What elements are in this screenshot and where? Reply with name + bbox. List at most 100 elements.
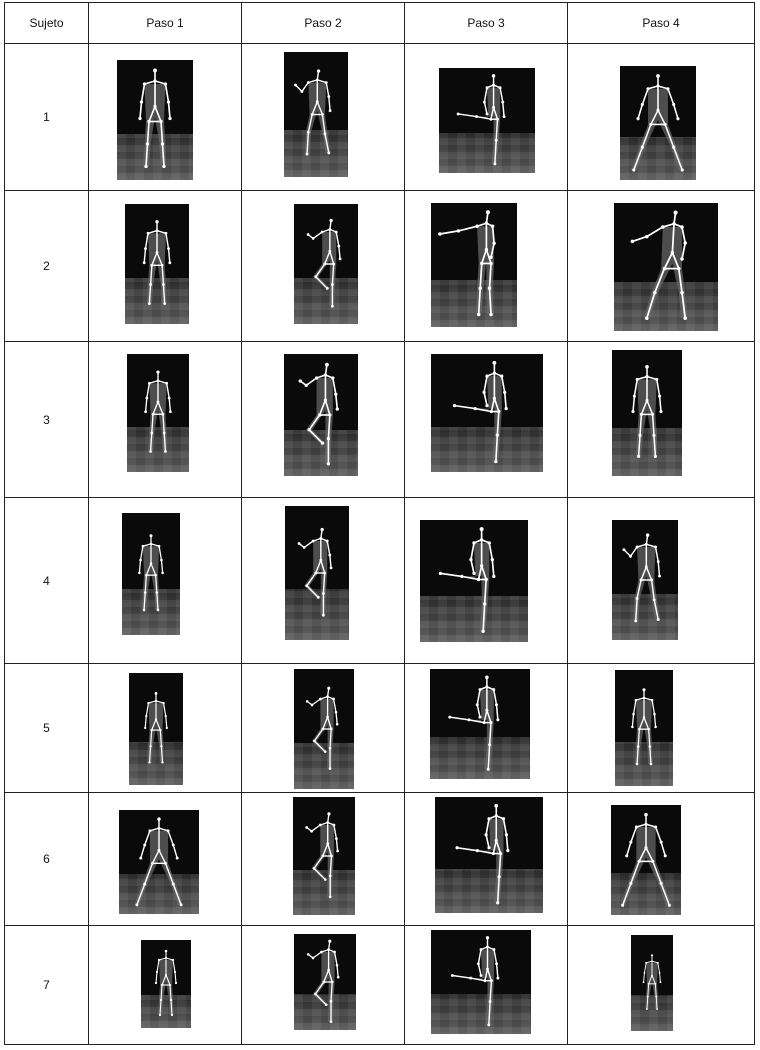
skeleton-joint [680,290,684,295]
skeleton-joint [656,1008,658,1010]
skeleton-joint [324,81,328,84]
point-cloud-silhouette [449,949,494,1025]
skeleton-joint [492,688,496,692]
skeleton-joint [649,122,653,126]
skeleton-joint [161,283,165,286]
skeleton-joint [297,542,301,545]
skeleton-joint [164,450,167,453]
skeleton-joint [153,79,157,83]
skeleton-bone [317,79,327,84]
checkered-floor [612,594,678,640]
skeleton-joint [320,230,324,234]
skeleton-figure [134,817,184,907]
skeleton-joint [314,275,318,279]
skeleton-joint [496,718,500,722]
skeleton-joint [647,982,650,985]
skeleton-joint [654,725,657,729]
skeleton-joint [320,527,324,532]
table-row: 4 [4,497,755,664]
skeleton-bone [480,249,488,264]
skeleton-bone [146,383,150,399]
skeleton-joint [659,840,663,844]
skeleton-bone [490,107,495,120]
skeleton-bone [621,883,632,906]
skeleton-bone [330,981,333,1002]
skeleton-bone [632,700,637,715]
skeleton-bone [483,579,488,604]
skeleton-joint [496,117,499,121]
skeleton-joint [622,548,626,552]
skeleton-joint [638,433,642,437]
skeleton-joint [335,963,339,967]
skeleton-bone [308,414,321,431]
step-4-cell [567,190,755,342]
skeleton-joint [160,983,164,987]
skeleton-joint [319,697,322,701]
skeleton-bone [490,243,495,258]
skeleton-bone [140,844,146,859]
skeleton-figure [619,812,672,907]
step-3-cell [404,43,568,191]
kinect-capture-image [620,66,696,180]
skeleton-figure [294,69,332,156]
skeleton-joint [504,833,508,837]
step-1-cell [88,925,242,1045]
skeleton-joint [632,712,635,716]
skeleton-joint [497,409,501,414]
skeleton-bone [626,841,632,857]
skeleton-joint [327,968,330,972]
skeleton-joint [438,232,442,236]
skeleton-joint [659,881,663,885]
skeleton-figure [306,218,342,308]
skeleton-bone [313,728,324,742]
skeleton-bone [486,710,492,723]
checkered-floor [435,868,543,913]
skeleton-bone [681,226,687,244]
skeleton-bone [495,840,502,854]
skeleton-bone [159,999,162,1016]
skeleton-joint [651,960,653,963]
skeleton-joint [652,433,656,437]
skeleton-figure [144,691,168,764]
skeleton-joint [629,881,633,885]
skeleton-bone [636,375,648,381]
step-2-cell [241,497,405,664]
step-2-cell [241,341,405,498]
skeleton-bone [321,114,326,134]
skeleton-joint [145,142,150,146]
point-cloud-silhouette [633,547,661,621]
skeleton-joint [638,727,641,731]
skeleton-bone [635,697,645,701]
skeleton-bone [657,85,669,90]
skeleton-bone [324,399,331,416]
skeleton-joint [326,821,330,824]
skeleton-joint [332,823,336,827]
skeleton-bone [454,404,476,410]
skeleton-joint [492,241,496,246]
skeleton-figure [438,210,496,317]
skeleton-bone [333,824,338,839]
table-row: 5 [4,663,755,793]
skeleton-joint [326,715,329,719]
kinect-capture-image [431,930,531,1034]
skeleton-joint [139,100,144,104]
skeleton-bone [315,276,328,289]
skeleton-bone [329,728,332,749]
skeleton-joint [658,971,661,974]
skeleton-joint [486,967,489,971]
skeleton-bone [637,435,641,457]
skeleton-joint [328,895,332,899]
skeleton-bone [163,432,167,452]
skeleton-joint [494,703,499,707]
checkered-floor [117,134,193,180]
skeleton-bone [160,746,164,763]
skeleton-joint [659,410,663,414]
skeleton-joint [642,981,645,984]
skeleton-joint [476,312,481,317]
skeleton-joint [506,849,510,853]
checkered-floor [119,874,199,914]
skeleton-bone [332,377,337,395]
skeleton-bone [672,146,683,171]
skeleton-bone [650,579,655,600]
skeleton-joint [636,745,640,748]
